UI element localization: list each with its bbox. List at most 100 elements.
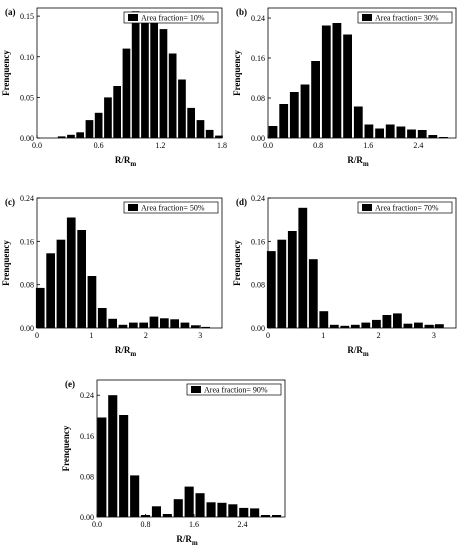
bar	[57, 136, 66, 138]
bar	[149, 316, 159, 328]
bar	[77, 230, 86, 328]
plot-frame	[36, 197, 223, 329]
bar	[129, 322, 138, 328]
y-axis-title: Frenquency	[232, 50, 242, 96]
bar	[168, 53, 177, 138]
y-tick-label: 0.08	[20, 281, 34, 290]
bar	[298, 207, 308, 329]
legend-label: Area fraction= 90%	[204, 386, 268, 395]
bar	[196, 120, 205, 138]
x-axis-title-subscript: m	[363, 350, 369, 358]
x-axis-title: R/Rm	[115, 155, 137, 168]
panel-label: (d)	[236, 197, 247, 207]
x-axis-title: R/Rm	[347, 345, 369, 358]
bar	[340, 325, 350, 328]
x-tick-label: 1.6	[189, 520, 199, 529]
bar	[150, 21, 158, 138]
bar	[414, 322, 423, 328]
x-tick-label: 1.8	[217, 141, 227, 150]
bar	[160, 318, 169, 329]
y-tick-label: 0.00	[80, 513, 94, 522]
chart-panel: 0 1 2 3 0.00 0.08 0.16 0.24 (d) Frenquency R/Rm Are…	[232, 194, 457, 358]
plot-frame	[267, 197, 457, 329]
bar	[35, 287, 45, 328]
bar	[66, 217, 76, 328]
legend-box	[123, 201, 219, 214]
bar	[162, 514, 172, 517]
y-tick-label: 0.15	[20, 12, 34, 21]
bar	[195, 493, 205, 517]
legend-label: Area fraction= 30%	[375, 14, 439, 23]
bar	[239, 507, 249, 517]
bar	[217, 502, 227, 517]
bar	[289, 92, 299, 138]
y-tick-label: 0.05	[20, 93, 34, 102]
bar	[113, 86, 121, 138]
x-axis-title-subscript: m	[363, 160, 369, 168]
bar	[119, 415, 129, 517]
y-tick-label: 0.16	[251, 237, 265, 246]
bar	[205, 129, 214, 138]
bar	[151, 506, 161, 517]
bar	[122, 48, 131, 138]
y-tick-label: 0.00	[20, 134, 34, 143]
bar	[407, 129, 416, 138]
bar	[364, 124, 374, 138]
x-tick-label: 2	[377, 331, 381, 340]
x-axis-title: R/Rm	[347, 155, 369, 168]
bar	[417, 130, 427, 138]
bar	[279, 104, 289, 138]
bar	[261, 515, 271, 517]
bar	[350, 324, 360, 329]
bar	[332, 23, 342, 138]
bar	[215, 135, 223, 138]
bar	[424, 324, 434, 329]
chart-panel: 0.0 0.8 1.6 2.4 0.00 0.08 0.16 0.24 (e) Frenquenc…	[61, 379, 286, 547]
bar	[329, 324, 339, 329]
bar	[385, 124, 395, 138]
x-tick-label: 3	[432, 331, 436, 340]
bar	[268, 126, 278, 138]
x-tick-label: 0	[35, 331, 39, 340]
chart-panel: 0.0 0.6 1.2 1.8 0.00 0.05 0.10 0.15 (a) Frenquenc…	[1, 7, 227, 168]
chart-panel: 0 1 2 3 0.00 0.08 0.16 0.24 (c) Frenquency R/Rm Are…	[1, 194, 223, 358]
bar	[46, 253, 55, 329]
panel-label: (a)	[5, 7, 16, 17]
legend-box	[123, 11, 219, 24]
bar	[76, 132, 84, 138]
x-tick-label: 2.4	[413, 141, 423, 150]
bar	[382, 315, 392, 328]
bar	[97, 417, 107, 517]
y-tick-label: 0.08	[80, 472, 94, 481]
x-tick-label: 0.0	[32, 141, 42, 150]
legend-swatch	[362, 14, 372, 21]
x-tick-label: 0.8	[141, 520, 151, 529]
bar	[393, 313, 402, 328]
bar	[403, 323, 413, 328]
bar	[67, 134, 75, 139]
y-axis-title: Frenquency	[232, 240, 242, 286]
x-tick-label: 2.4	[238, 520, 248, 529]
x-tick-label: 0.0	[263, 141, 273, 150]
x-tick-label: 1.2	[155, 141, 165, 150]
bar	[266, 251, 276, 328]
bar	[287, 231, 297, 328]
x-tick-label: 1	[89, 331, 93, 340]
bar	[300, 84, 310, 138]
bar	[396, 126, 406, 138]
bar	[308, 259, 318, 328]
bar	[343, 34, 352, 138]
bar	[118, 324, 128, 329]
y-tick-label: 0.00	[251, 324, 265, 333]
x-tick-label: 0.8	[313, 141, 323, 150]
y-tick-label: 0.16	[251, 54, 265, 63]
bar	[108, 318, 117, 328]
y-tick-label: 0.24	[251, 14, 265, 23]
y-tick-label: 0.24	[251, 194, 265, 203]
bar	[277, 239, 287, 328]
x-tick-label: 0.0	[92, 520, 102, 529]
legend-swatch	[362, 204, 372, 211]
bar	[372, 319, 381, 328]
x-tick-label: 2	[144, 331, 148, 340]
